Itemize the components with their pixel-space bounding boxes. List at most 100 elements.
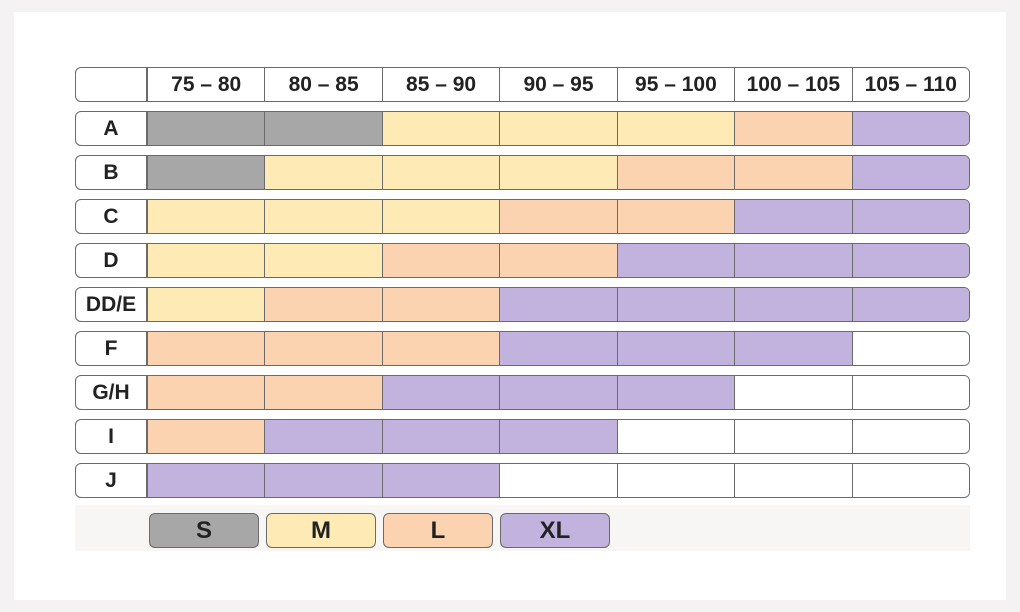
size-cell: [147, 464, 265, 497]
legend-chip: S: [149, 513, 259, 548]
size-cell: [734, 420, 852, 453]
row-cells: [147, 463, 970, 498]
row-label: G/H: [75, 375, 147, 410]
row-label: DD/E: [75, 287, 147, 322]
size-cell: [616, 156, 735, 189]
size-cell: [616, 244, 735, 277]
size-cell: [381, 376, 500, 409]
column-header: 90 – 95: [499, 68, 617, 101]
legend: S M L XL: [149, 513, 617, 548]
size-cell: [616, 420, 735, 453]
legend-chip: XL: [500, 513, 610, 548]
table-row: I: [75, 419, 970, 454]
size-cell: [147, 244, 265, 277]
size-cell: [147, 200, 265, 233]
table-row: D: [75, 243, 970, 278]
table-row: B: [75, 155, 970, 190]
size-cell: [616, 464, 735, 497]
row-cells: [147, 199, 970, 234]
size-cell: [381, 464, 500, 497]
size-cell: [734, 112, 852, 145]
size-cell: [147, 156, 265, 189]
size-cell: [616, 376, 735, 409]
size-cell: [381, 288, 500, 321]
legend-chip: M: [266, 513, 376, 548]
table-row: J: [75, 463, 970, 498]
size-cell: [499, 112, 617, 145]
column-header: 75 – 80: [147, 68, 265, 101]
size-cell: [381, 332, 500, 365]
table-row: DD/E: [75, 287, 970, 322]
size-cell: [499, 288, 617, 321]
size-cell: [851, 464, 969, 497]
column-header: 85 – 90: [381, 68, 500, 101]
size-cell: [264, 420, 382, 453]
size-cell: [851, 200, 969, 233]
size-cell: [499, 464, 617, 497]
size-cell: [734, 464, 852, 497]
row-cells: [147, 419, 970, 454]
header-row: 75 – 80 80 – 85 85 – 90 90 – 95 95 – 100 100 …: [75, 67, 970, 102]
size-cell: [616, 332, 735, 365]
column-header: 80 – 85: [264, 68, 382, 101]
size-cell: [381, 420, 500, 453]
header-cells: 75 – 80 80 – 85 85 – 90 90 – 95 95 – 100 100 …: [147, 67, 970, 102]
table-row: C: [75, 199, 970, 234]
row-cells: [147, 331, 970, 366]
size-cell: [147, 332, 265, 365]
size-cell: [147, 288, 265, 321]
row-cells: [147, 287, 970, 322]
size-cell: [734, 376, 852, 409]
row-label: C: [75, 199, 147, 234]
table-row: G/H: [75, 375, 970, 410]
row-cells: [147, 155, 970, 190]
size-cell: [381, 112, 500, 145]
size-cell: [147, 420, 265, 453]
size-table: 75 – 80 80 – 85 85 – 90 90 – 95 95 – 100 100 …: [75, 67, 970, 507]
legend-chip: L: [383, 513, 493, 548]
size-cell: [851, 332, 969, 365]
size-cell: [147, 112, 265, 145]
size-cell: [381, 156, 500, 189]
table-row: A: [75, 111, 970, 146]
size-cell: [499, 420, 617, 453]
size-cell: [381, 200, 500, 233]
size-cell: [147, 376, 265, 409]
size-cell: [851, 156, 969, 189]
size-cell: [264, 464, 382, 497]
size-cell: [264, 244, 382, 277]
row-cells: [147, 375, 970, 410]
row-cells: [147, 111, 970, 146]
size-cell: [734, 288, 852, 321]
size-cell: [499, 156, 617, 189]
size-cell: [734, 156, 852, 189]
size-cell: [851, 112, 969, 145]
size-cell: [734, 244, 852, 277]
size-cell: [616, 288, 735, 321]
table-row: F: [75, 331, 970, 366]
size-cell: [851, 420, 969, 453]
size-cell: [264, 288, 382, 321]
header-corner-cell: [75, 67, 147, 102]
row-label: D: [75, 243, 147, 278]
row-label: F: [75, 331, 147, 366]
size-cell: [264, 112, 382, 145]
size-cell: [264, 332, 382, 365]
size-cell: [499, 332, 617, 365]
size-cell: [851, 288, 969, 321]
size-cell: [264, 156, 382, 189]
size-cell: [381, 244, 500, 277]
column-header: 105 – 110: [851, 68, 969, 101]
size-cell: [264, 376, 382, 409]
row-label: J: [75, 463, 147, 498]
column-header: 95 – 100: [616, 68, 735, 101]
row-label: A: [75, 111, 147, 146]
size-cell: [264, 200, 382, 233]
size-cell: [616, 200, 735, 233]
size-cell: [851, 376, 969, 409]
size-cell: [734, 200, 852, 233]
size-cell: [616, 112, 735, 145]
size-cell: [499, 376, 617, 409]
row-cells: [147, 243, 970, 278]
column-header: 100 – 105: [734, 68, 852, 101]
